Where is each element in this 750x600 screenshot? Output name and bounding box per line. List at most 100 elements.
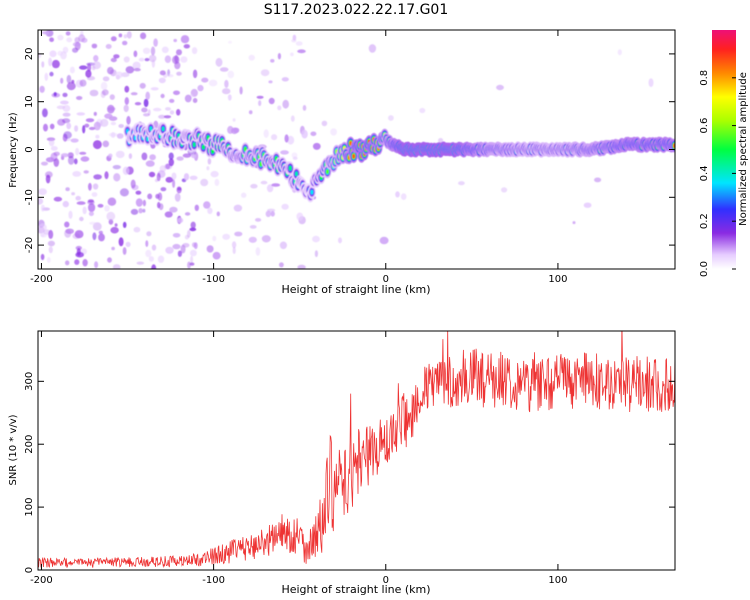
- spectrogram-cell: [91, 192, 98, 197]
- spectrogram-cell: [214, 178, 220, 186]
- spectrogram-cell: [118, 237, 124, 247]
- spectrogram-cell: [110, 36, 117, 42]
- spectrogram-cell: [82, 206, 87, 215]
- spectrogram-cell: [291, 152, 298, 158]
- spectrogram-cell: [123, 34, 128, 39]
- spectrogram-cell: [184, 94, 192, 103]
- spectrogram-cell: [60, 77, 64, 84]
- spectrogram-cell: [270, 211, 275, 217]
- spectrogram-cell: [172, 179, 176, 188]
- spectrogram-x-tick-label: 100: [548, 274, 567, 285]
- spectrogram-cell: [192, 142, 196, 148]
- spectrogram-cell: [122, 166, 130, 175]
- spectrogram-cell: [88, 182, 92, 191]
- spectrogram-cell: [106, 211, 116, 221]
- spectrogram-cell: [189, 175, 198, 180]
- spectrogram-cell: [255, 218, 262, 222]
- spectrogram-cell: [215, 57, 223, 67]
- spectrogram-cell: [38, 188, 47, 196]
- colorbar-tick-label: 0.4: [699, 165, 710, 181]
- spectrogram-cell: [174, 193, 181, 202]
- spectrogram-cell: [177, 187, 182, 191]
- spectrogram-cell: [62, 112, 71, 117]
- colorbar-tick-label: 0.2: [699, 213, 710, 229]
- spectrogram-cell: [76, 112, 86, 116]
- spectrogram-cell: [109, 69, 117, 77]
- spectrogram-cell: [91, 43, 98, 49]
- spectrogram-cell: [270, 59, 275, 63]
- spectrogram-cell: [88, 126, 96, 131]
- spectrogram-cell: [172, 233, 181, 238]
- spectrogram-cell: [248, 110, 253, 115]
- snr-y-tick-label: 300: [24, 372, 35, 391]
- spectrogram-cell: [172, 243, 181, 250]
- spectrogram-cell: [93, 140, 102, 150]
- spectrogram-cell: [66, 82, 76, 91]
- colorbar-tick-label: 0.6: [699, 118, 710, 134]
- spectrogram-xlabel: Height of straight line (km): [281, 283, 430, 296]
- spectrogram-cell: [248, 54, 255, 61]
- spectrogram-cell: [47, 240, 56, 247]
- spectrogram-cell: [284, 134, 289, 143]
- spectrogram-cell: [79, 151, 87, 155]
- spectrogram-cell: [282, 99, 290, 109]
- spectrogram-cell: [75, 251, 84, 258]
- spectrogram-cell: [296, 212, 304, 221]
- colorbar-tick-label: 0.8: [699, 70, 710, 86]
- spectrogram-cell: [180, 35, 190, 44]
- spectrogram-cell: [210, 170, 219, 178]
- snr-panel: -200 -100 0 100 0 100 200 300 Height of straigh…: [8, 330, 676, 596]
- spectrogram-cell: [161, 46, 169, 54]
- spectrogram-cell: [113, 173, 121, 182]
- spectrogram-cell: [40, 204, 45, 212]
- spectrogram-cell: [78, 34, 86, 43]
- spectrogram-cell: [66, 74, 72, 84]
- spectrogram-cell: [57, 34, 64, 41]
- spectrogram-cell: [149, 154, 156, 161]
- spectrogram-cell: [110, 57, 117, 63]
- spectrogram-cell: [159, 70, 166, 76]
- spectrogram-cell: [212, 235, 217, 242]
- spectrogram-cell: [400, 193, 407, 201]
- spectrogram-cell: [92, 232, 97, 241]
- spectrogram-cell: [165, 246, 174, 254]
- spectrogram-cell: [108, 153, 113, 158]
- spectrogram-cell: [147, 193, 153, 200]
- spectrogram-cell: [290, 52, 294, 57]
- spectrogram-cell: [160, 187, 167, 192]
- spectrogram-cell: [173, 90, 180, 96]
- spectrogram-cell: [233, 204, 243, 212]
- spectrogram-cell: [64, 221, 70, 228]
- spectrogram-cell: [75, 147, 80, 156]
- spectrogram-cell: [66, 37, 73, 43]
- spectrogram-cell: [101, 89, 109, 96]
- spectrogram-cell: [241, 192, 247, 198]
- spectrogram-cell: [122, 247, 127, 255]
- spectrogram-cell: [189, 262, 195, 266]
- spectrogram-cell: [87, 63, 92, 72]
- spectrogram-cell: [388, 115, 394, 121]
- spectrogram-cell: [368, 44, 377, 53]
- figure-title: S117.2023.022.22.17.G01: [264, 2, 449, 18]
- spectrogram-cell: [76, 96, 83, 100]
- spectrogram-cell: [102, 140, 110, 148]
- spectrogram-cell: [150, 46, 156, 56]
- spectrogram-cell: [119, 188, 129, 197]
- spectrogram-cell: [94, 261, 99, 269]
- spectrogram-cell: [197, 84, 204, 92]
- snr-y-tick-label: 0: [24, 567, 35, 573]
- spectrogram-cell: [74, 230, 84, 239]
- spectrogram-cell: [42, 31, 49, 35]
- spectrogram-cell: [338, 237, 342, 244]
- spectrogram-cell: [176, 71, 182, 76]
- spectrogram-cell: [268, 97, 275, 105]
- spectrogram-cell: [496, 84, 504, 91]
- spectrogram-cell: [44, 72, 49, 81]
- spectrogram-cell: [57, 50, 63, 56]
- spectrogram-cell: [104, 205, 110, 212]
- spectrogram-cell: [191, 154, 197, 159]
- spectrogram-y-tick-label: 10: [24, 95, 35, 108]
- spectrogram-cell: [133, 68, 141, 72]
- snr-y-tick-label: 100: [24, 498, 35, 517]
- spectrogram-cell: [50, 146, 58, 151]
